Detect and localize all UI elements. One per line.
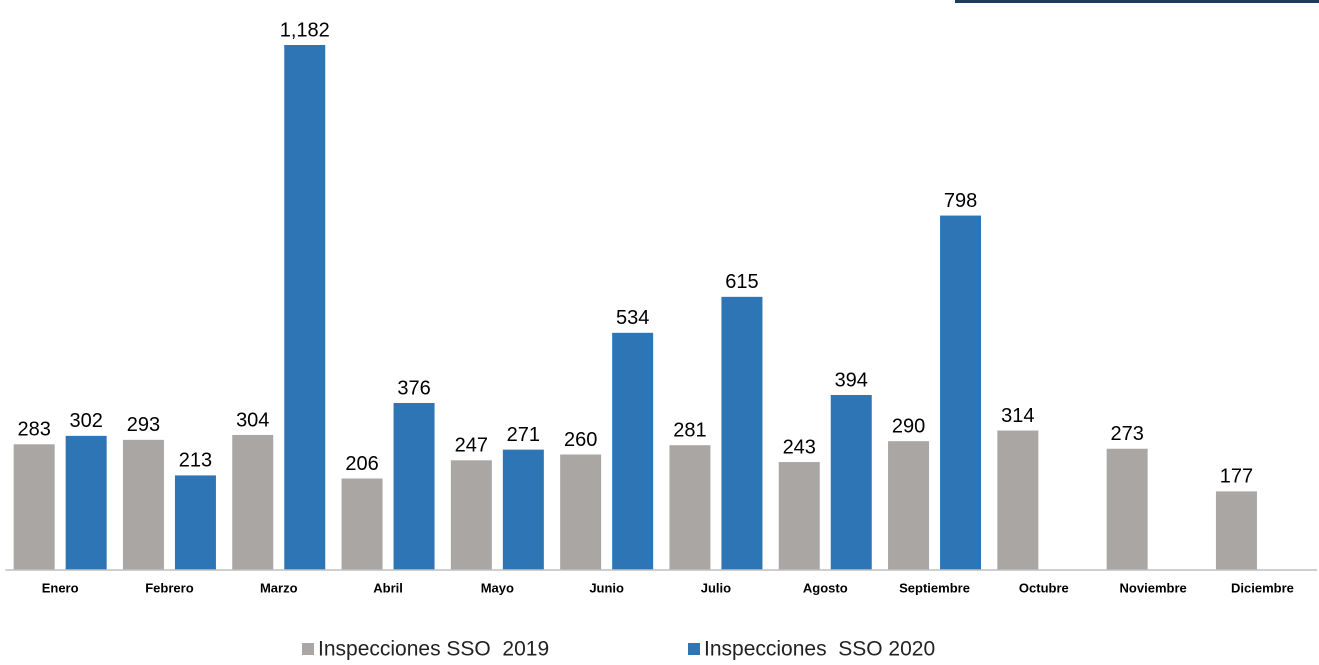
value-label: 243 [783, 436, 816, 458]
x-tick-label: Febrero [145, 580, 193, 595]
bar [502, 449, 544, 570]
value-label: 283 [17, 419, 50, 441]
bar [997, 430, 1039, 570]
value-label: 206 [345, 453, 378, 475]
value-label: 304 [236, 409, 269, 431]
bar [65, 435, 107, 570]
bar [122, 439, 164, 570]
x-tick-label: Agosto [803, 580, 848, 595]
legend-label: Inspecciones SSO 2019 [318, 638, 549, 661]
value-label: 302 [69, 410, 102, 432]
x-tick-label: Abril [373, 580, 403, 595]
header-bar [955, 0, 1319, 3]
bar [888, 441, 930, 570]
bar [232, 434, 274, 570]
value-label: 394 [835, 369, 868, 391]
bar [13, 444, 55, 570]
bar [450, 460, 492, 570]
bar [284, 44, 326, 571]
value-label: 615 [725, 271, 758, 293]
legend-label: Inspecciones SSO 2020 [704, 638, 935, 661]
value-label: 1,182 [280, 19, 330, 41]
x-tick-label: Marzo [260, 580, 298, 595]
bar [560, 454, 602, 570]
x-tick-label: Julio [701, 580, 731, 595]
bar [612, 332, 654, 570]
value-label: 260 [564, 429, 597, 451]
value-label: 273 [1110, 423, 1143, 445]
bar [1106, 448, 1148, 570]
value-label: 534 [616, 307, 649, 329]
value-label: 177 [1220, 466, 1253, 488]
x-tick-label: Enero [42, 580, 79, 595]
x-tick-label: Octubre [1019, 580, 1069, 595]
x-tick-label: Mayo [481, 580, 514, 595]
value-label: 290 [892, 415, 925, 437]
bar [174, 475, 216, 570]
bar [1215, 491, 1257, 570]
bar [830, 394, 872, 570]
x-tick-label: Noviembre [1120, 580, 1187, 595]
bar [341, 478, 383, 570]
value-label: 314 [1001, 405, 1034, 427]
x-tick-label: Septiembre [899, 580, 970, 595]
value-label: 281 [673, 419, 706, 441]
value-label: 798 [944, 190, 977, 212]
value-label: 247 [455, 435, 488, 457]
bar [778, 462, 820, 570]
bar [721, 296, 763, 570]
x-tick-label: Diciembre [1231, 580, 1294, 595]
legend-swatch [302, 643, 314, 655]
x-tick-label: Junio [589, 580, 624, 595]
legend-swatch [688, 643, 700, 655]
bar [940, 215, 982, 570]
value-label: 213 [179, 450, 212, 472]
value-label: 376 [397, 377, 430, 399]
value-label: 293 [127, 414, 160, 436]
bar [393, 402, 435, 570]
value-label: 271 [507, 424, 540, 446]
bar [669, 445, 711, 570]
